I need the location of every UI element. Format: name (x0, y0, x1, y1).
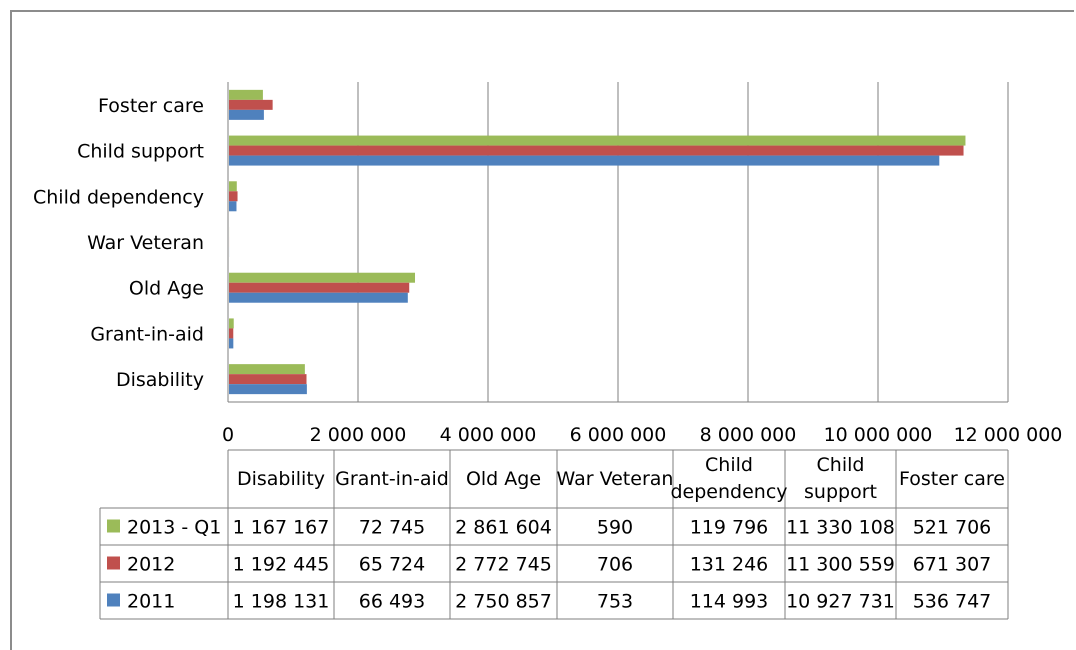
table-cell: 114 993 (690, 591, 769, 613)
table-header: support (804, 481, 877, 503)
bar (229, 110, 264, 120)
category-label: Grant-in-aid (90, 323, 204, 345)
x-tick-label: 12 000 000 (954, 424, 1063, 446)
category-label: Disability (116, 369, 204, 391)
category-label: Foster care (98, 95, 204, 117)
bar (229, 384, 307, 394)
table-cell: 2 750 857 (455, 591, 552, 613)
table-cell: 10 927 731 (786, 591, 895, 613)
bar-chart: Disability Grant-in-aid Old Age War Veteran… (0, 0, 1076, 630)
category-label: Child support (77, 141, 204, 163)
x-tick-label: 4 000 000 (440, 424, 537, 446)
bar (229, 283, 409, 293)
x-tick-label: 6 000 000 (570, 424, 667, 446)
table-cell: 706 (597, 554, 633, 576)
table-cell: 2 772 745 (455, 554, 552, 576)
bar (229, 191, 238, 201)
legend-label: 2011 (127, 591, 175, 613)
x-tick-label: 8 000 000 (700, 424, 797, 446)
table-header: Grant-in-aid (335, 468, 449, 490)
table-header: War Veteran (557, 468, 674, 490)
bar (229, 100, 273, 110)
bar (229, 156, 939, 166)
bar (229, 181, 237, 191)
x-tick-label: 2 000 000 (310, 424, 407, 446)
bar (229, 293, 408, 303)
bar (229, 90, 263, 100)
bar (229, 338, 233, 348)
table-cell: 521 706 (913, 517, 992, 539)
legend-label: 2013 - Q1 (127, 517, 221, 539)
bar (229, 328, 233, 338)
bar (229, 201, 236, 211)
category-label: War Veteran (87, 232, 204, 254)
bar (229, 364, 305, 374)
bar (229, 374, 307, 384)
table-header: Foster care (899, 468, 1005, 490)
bar (229, 146, 964, 156)
table-header: Disability (237, 468, 325, 490)
table-header: Child (817, 454, 865, 476)
table-cell: 1 198 131 (233, 591, 330, 613)
table-cell: 753 (597, 591, 633, 613)
table-cell: 671 307 (913, 554, 992, 576)
bar (229, 136, 965, 146)
x-tick-label: 0 (222, 424, 234, 446)
legend-swatch (107, 557, 120, 570)
table-cell: 590 (597, 517, 633, 539)
table-cell: 11 330 108 (786, 517, 895, 539)
table-cell: 66 493 (359, 591, 425, 613)
table-cell: 1 167 167 (233, 517, 330, 539)
table-cell: 1 192 445 (233, 554, 330, 576)
bar (229, 273, 415, 283)
table-cell: 72 745 (359, 517, 425, 539)
table-cell: 65 724 (359, 554, 425, 576)
legend-swatch (107, 594, 120, 607)
bar (229, 318, 234, 328)
table-cell: 119 796 (690, 517, 769, 539)
category-label: Child dependency (33, 186, 204, 208)
legend-swatch (107, 520, 120, 533)
table-header: Old Age (466, 468, 541, 490)
x-tick-label: 10 000 000 (824, 424, 933, 446)
category-label: Old Age (129, 278, 204, 300)
table-cell: 2 861 604 (455, 517, 552, 539)
legend-label: 2012 (127, 554, 175, 576)
table-header: Child (705, 454, 753, 476)
table-cell: 11 300 559 (786, 554, 895, 576)
table-cell: 536 747 (913, 591, 992, 613)
table-cell: 131 246 (690, 554, 769, 576)
table-header: dependency (670, 481, 787, 503)
